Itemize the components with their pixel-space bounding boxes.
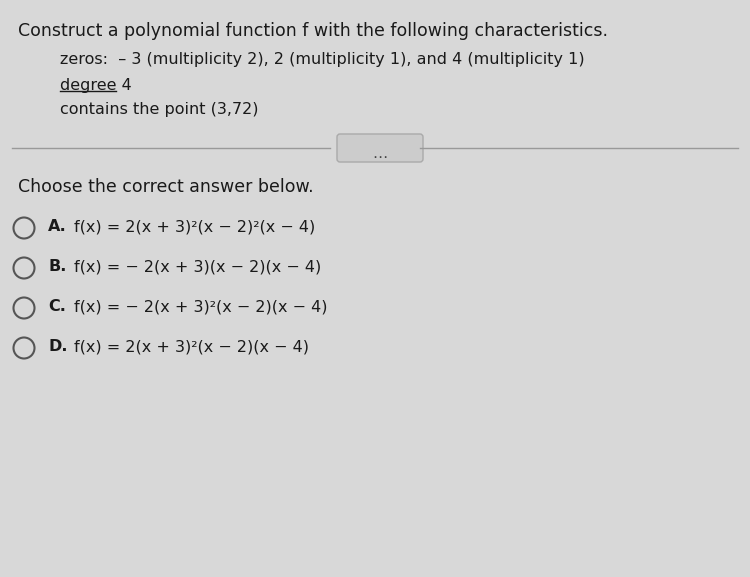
Text: f(x) = 2(x + 3)²(x − 2)²(x − 4): f(x) = 2(x + 3)²(x − 2)²(x − 4) <box>74 219 315 234</box>
Text: degree 4: degree 4 <box>60 78 132 93</box>
Text: D.: D. <box>48 339 68 354</box>
Text: zeros:  – 3 (multiplicity 2), 2 (multiplicity 1), and 4 (multiplicity 1): zeros: – 3 (multiplicity 2), 2 (multipli… <box>60 52 585 67</box>
Text: Choose the correct answer below.: Choose the correct answer below. <box>18 178 313 196</box>
Text: f(x) = − 2(x + 3)²(x − 2)(x − 4): f(x) = − 2(x + 3)²(x − 2)(x − 4) <box>74 299 328 314</box>
FancyBboxPatch shape <box>337 134 423 162</box>
Text: C.: C. <box>48 299 66 314</box>
Text: ⋯: ⋯ <box>372 150 388 165</box>
Text: f(x) = 2(x + 3)²(x − 2)(x − 4): f(x) = 2(x + 3)²(x − 2)(x − 4) <box>74 339 309 354</box>
Text: A.: A. <box>48 219 67 234</box>
Text: Construct a polynomial function f with the following characteristics.: Construct a polynomial function f with t… <box>18 22 608 40</box>
Text: contains the point (3,72): contains the point (3,72) <box>60 102 259 117</box>
Text: f(x) = − 2(x + 3)(x − 2)(x − 4): f(x) = − 2(x + 3)(x − 2)(x − 4) <box>74 259 321 274</box>
Text: B.: B. <box>48 259 66 274</box>
